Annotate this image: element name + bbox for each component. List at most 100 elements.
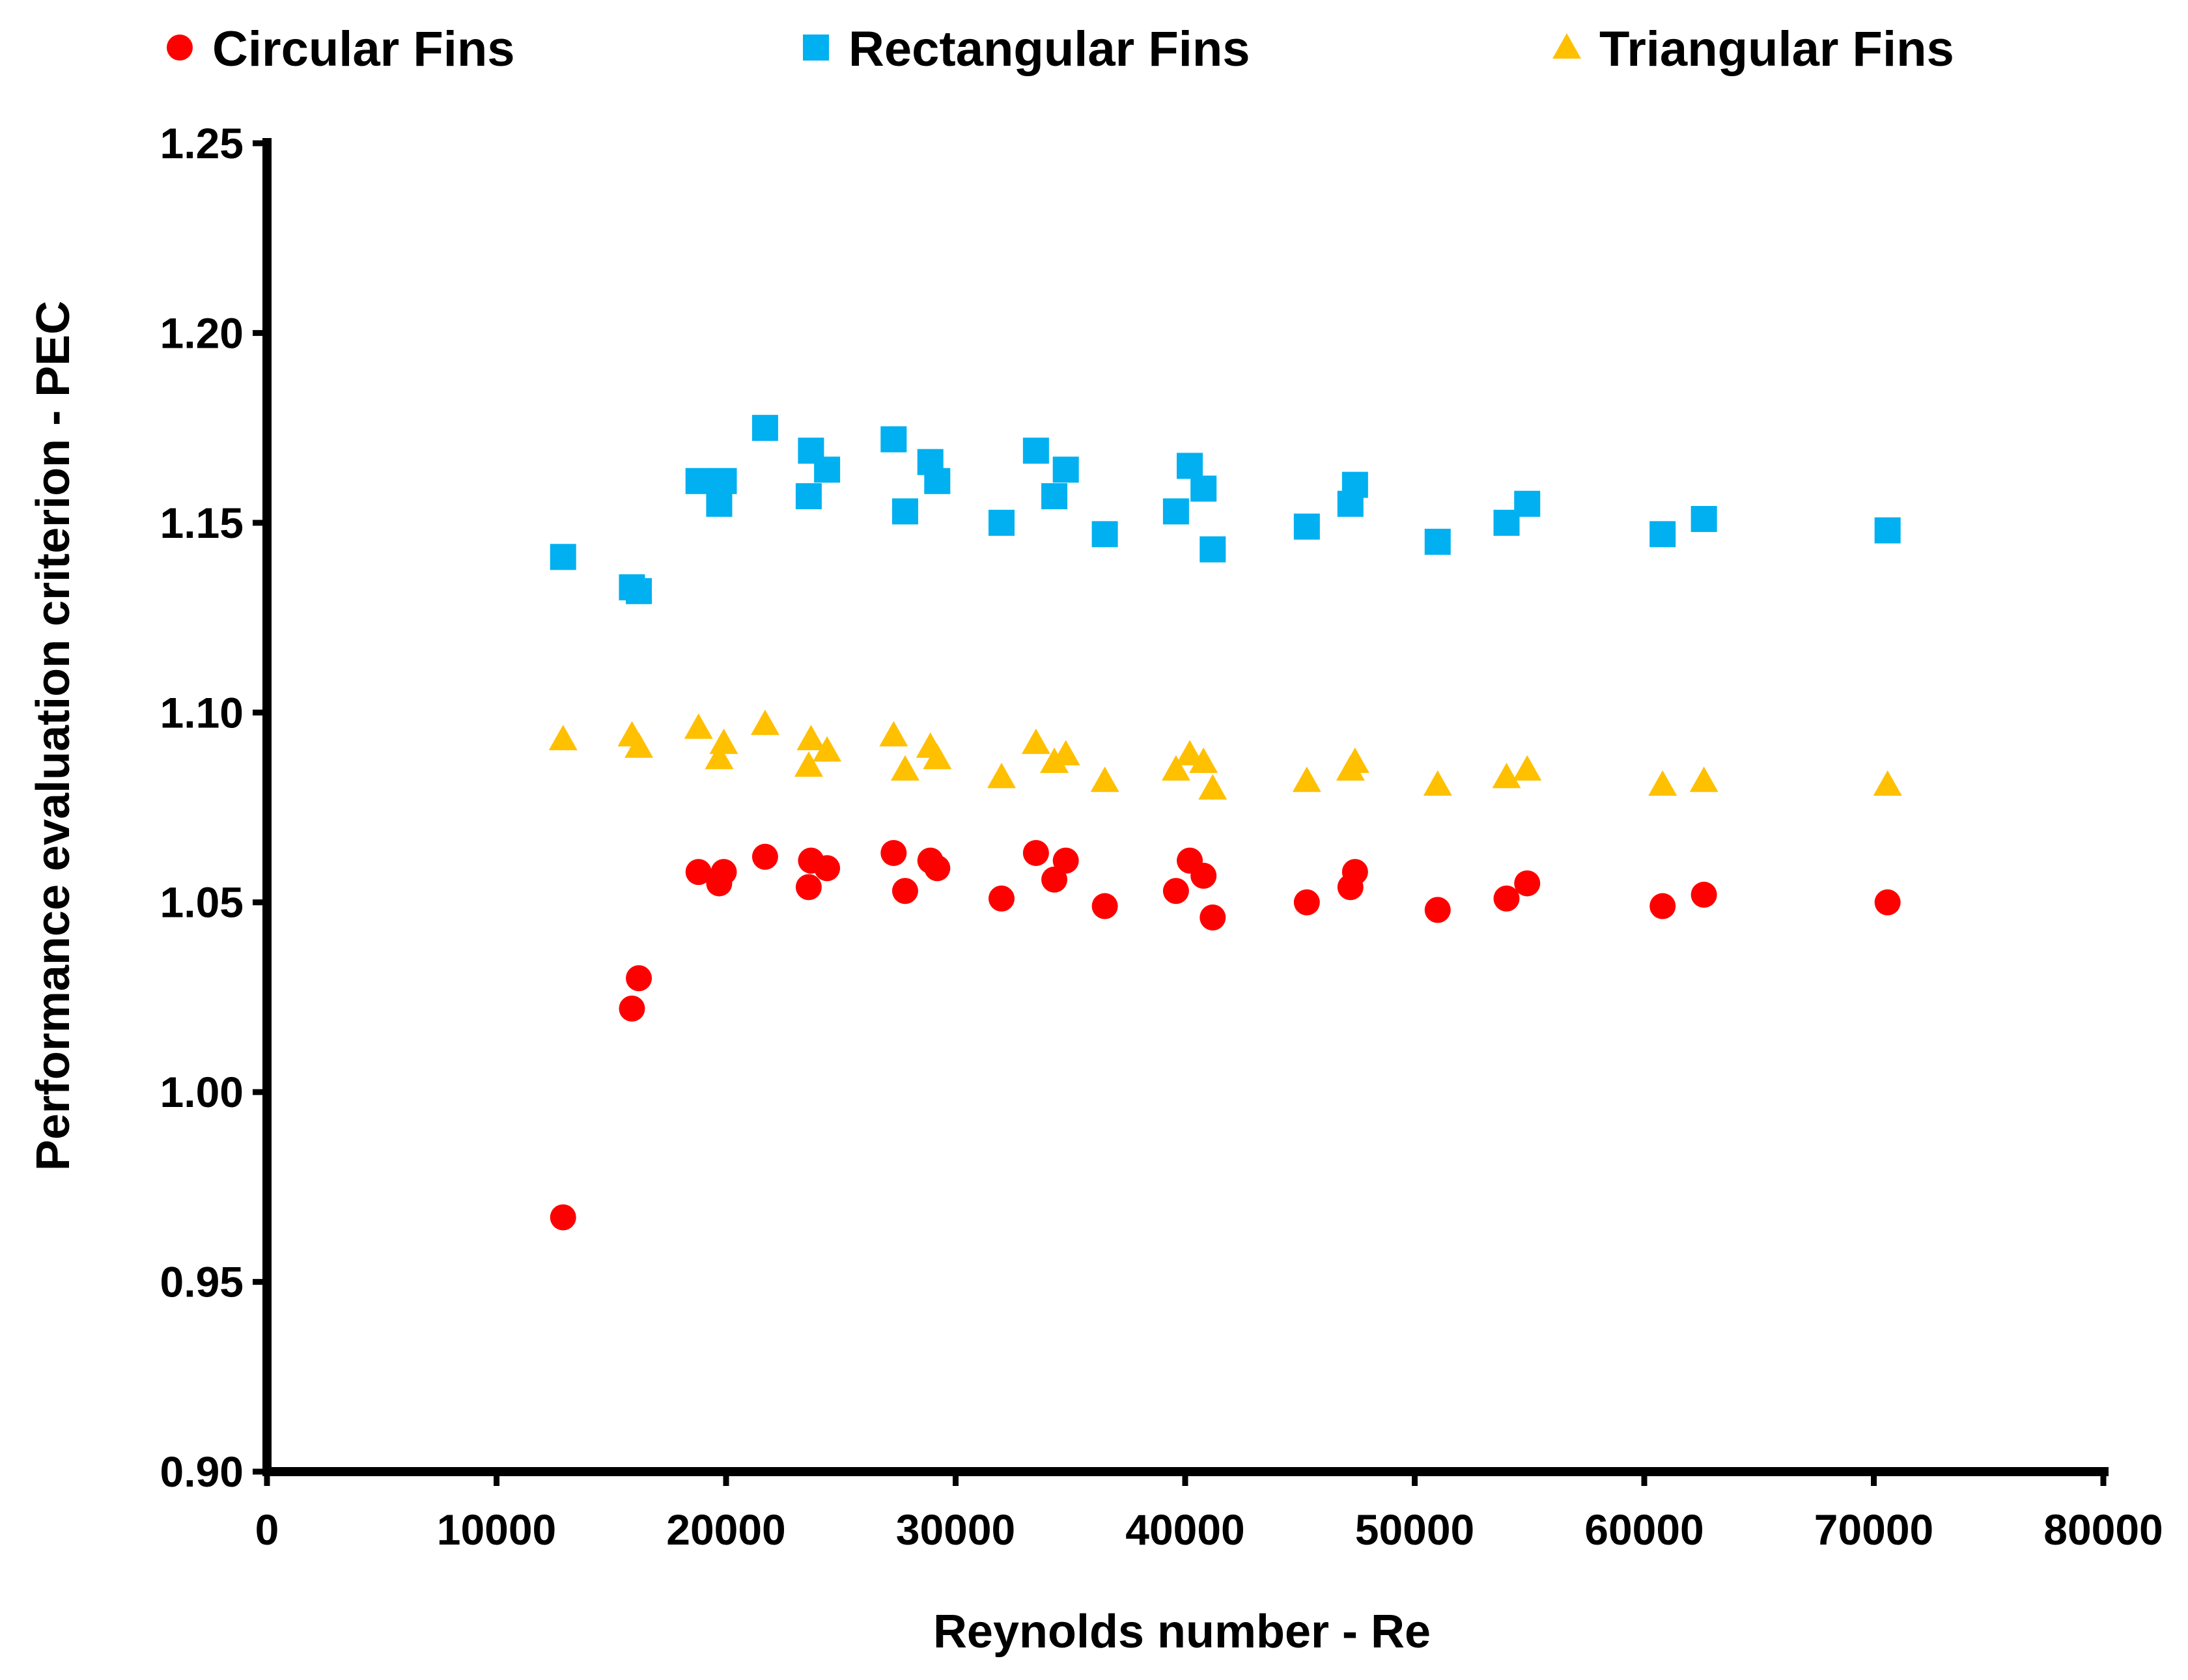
legend-marker-rectangular-fins [803,35,829,61]
circular-fins-point [1341,859,1368,886]
rectangular-fins-point [1052,456,1079,483]
circular-fins-point [550,1204,576,1231]
y-tick-label: 1.15 [160,499,244,547]
y-tick-label: 1.25 [160,119,244,167]
legend-marker-triangular-fins [1552,33,1581,59]
rectangular-fins-point [989,509,1015,536]
rectangular-fins-point [1424,529,1451,555]
triangular-fins-point [1873,770,1902,796]
rectangular-fins-point [1690,506,1717,533]
series-triangular-fins [548,709,1902,800]
legend-item-rectangular-fins: Rectangular Fins [803,21,1250,77]
triangular-fins-point [1175,740,1205,766]
circular-fins-point [1162,878,1189,904]
circular-fins-point [1052,847,1079,874]
x-tick-label: 30000 [896,1505,1016,1554]
triangular-fins-point [1040,748,1069,774]
x-tick-label: 40000 [1125,1505,1245,1554]
triangular-fins-point [987,763,1016,789]
triangular-fins-point [705,744,734,770]
circular-fins-point [1041,866,1068,893]
y-tick-label: 1.20 [160,309,244,357]
circular-fins-point [795,874,822,901]
circular-fins-point [710,859,737,886]
x-tick-label: 50000 [1355,1505,1475,1554]
rectangular-fins-point [1190,475,1217,502]
circular-fins-point [924,855,951,882]
legend-label-rectangular-fins: Rectangular Fins [849,21,1250,77]
rectangular-fins-point [1293,513,1320,540]
triangular-fins-point [813,736,842,762]
rectangular-fins-point [1341,471,1368,498]
rectangular-fins-point [880,426,907,453]
rectangular-fins-point [1162,498,1189,525]
series-circular-fins [550,839,1901,1231]
circular-fins-point [891,878,918,904]
circular-fins-point [1514,870,1541,897]
y-tick-label: 0.90 [160,1448,244,1496]
y-tick-label: 1.10 [160,688,244,736]
circular-fins-point [626,965,652,992]
legend: Circular Fins Rectangular Fins Triangular … [167,21,1954,77]
rectangular-fins-point [924,468,951,494]
circular-fins-point [1690,882,1717,908]
triangular-fins-point [1340,748,1369,774]
circular-fins-point [1091,893,1118,919]
triangular-fins-point [1648,770,1677,796]
triangular-fins-point [1689,766,1718,792]
circular-fins-point [1493,885,1520,912]
triangular-fins-point [923,744,952,770]
triangular-fins-point [684,713,713,739]
rectangular-fins-point [1199,536,1226,563]
triangular-fins-point [709,728,738,754]
rectangular-fins-point [1649,521,1676,548]
triangular-fins-point [1198,774,1227,800]
x-tick-label: 70000 [1814,1505,1934,1554]
circular-fins-point [1874,889,1901,916]
circular-fins-point [880,839,907,866]
triangular-fins-point [1051,740,1080,766]
legend-item-triangular-fins: Triangular Fins [1552,21,1954,77]
legend-label-circular-fins: Circular Fins [212,21,515,77]
data-points [548,415,1902,1231]
rectangular-fins-point [626,578,652,604]
rectangular-fins-point [814,456,841,483]
triangular-fins-point [890,755,919,781]
x-tick-label: 80000 [2043,1505,2163,1554]
triangular-fins-point [879,721,908,747]
circular-fins-point [1424,897,1451,923]
rectangular-fins-point [1041,483,1068,510]
y-tick-label: 0.95 [160,1258,244,1306]
triangular-fins-point [1161,755,1190,781]
triangular-fins-point [1021,728,1050,754]
y-tick-label: 1.00 [160,1068,244,1116]
x-tick-label: 10000 [437,1505,557,1554]
circular-fins-point [1190,862,1217,889]
rectangular-fins-point [1514,490,1541,517]
triangular-fins-point [794,751,823,777]
rectangular-fins-point [1177,453,1203,479]
triangular-fins-point [1423,770,1452,796]
rectangular-fins-point [710,468,737,494]
circular-fins-point [1293,889,1320,916]
rectangular-fins-point [751,415,778,441]
rectangular-fins-point [550,544,576,570]
series-rectangular-fins [550,415,1901,604]
legend-label-triangular-fins: Triangular Fins [1599,21,1954,77]
circular-fins-point [751,843,778,870]
circular-fins-point [1649,893,1676,919]
circular-fins-point [619,995,645,1022]
legend-item-circular-fins: Circular Fins [167,21,515,77]
rectangular-fins-point [1091,521,1118,548]
triangular-fins-point [624,732,654,758]
rectangular-fins-point [1022,438,1049,464]
x-tick-label: 20000 [666,1505,786,1554]
y-tick-label: 1.05 [160,878,244,927]
triangular-fins-point [1513,755,1542,781]
y-axis-title: Performance evaluation criterion - PEC [27,301,79,1171]
legend-marker-circular-fins [167,35,193,61]
circular-fins-point [1022,839,1049,866]
rectangular-fins-point [891,498,918,525]
axes: 0.90 0.95 1.00 1.05 1.10 1.15 1.20 1.25 0 10000 2… [160,119,2163,1554]
